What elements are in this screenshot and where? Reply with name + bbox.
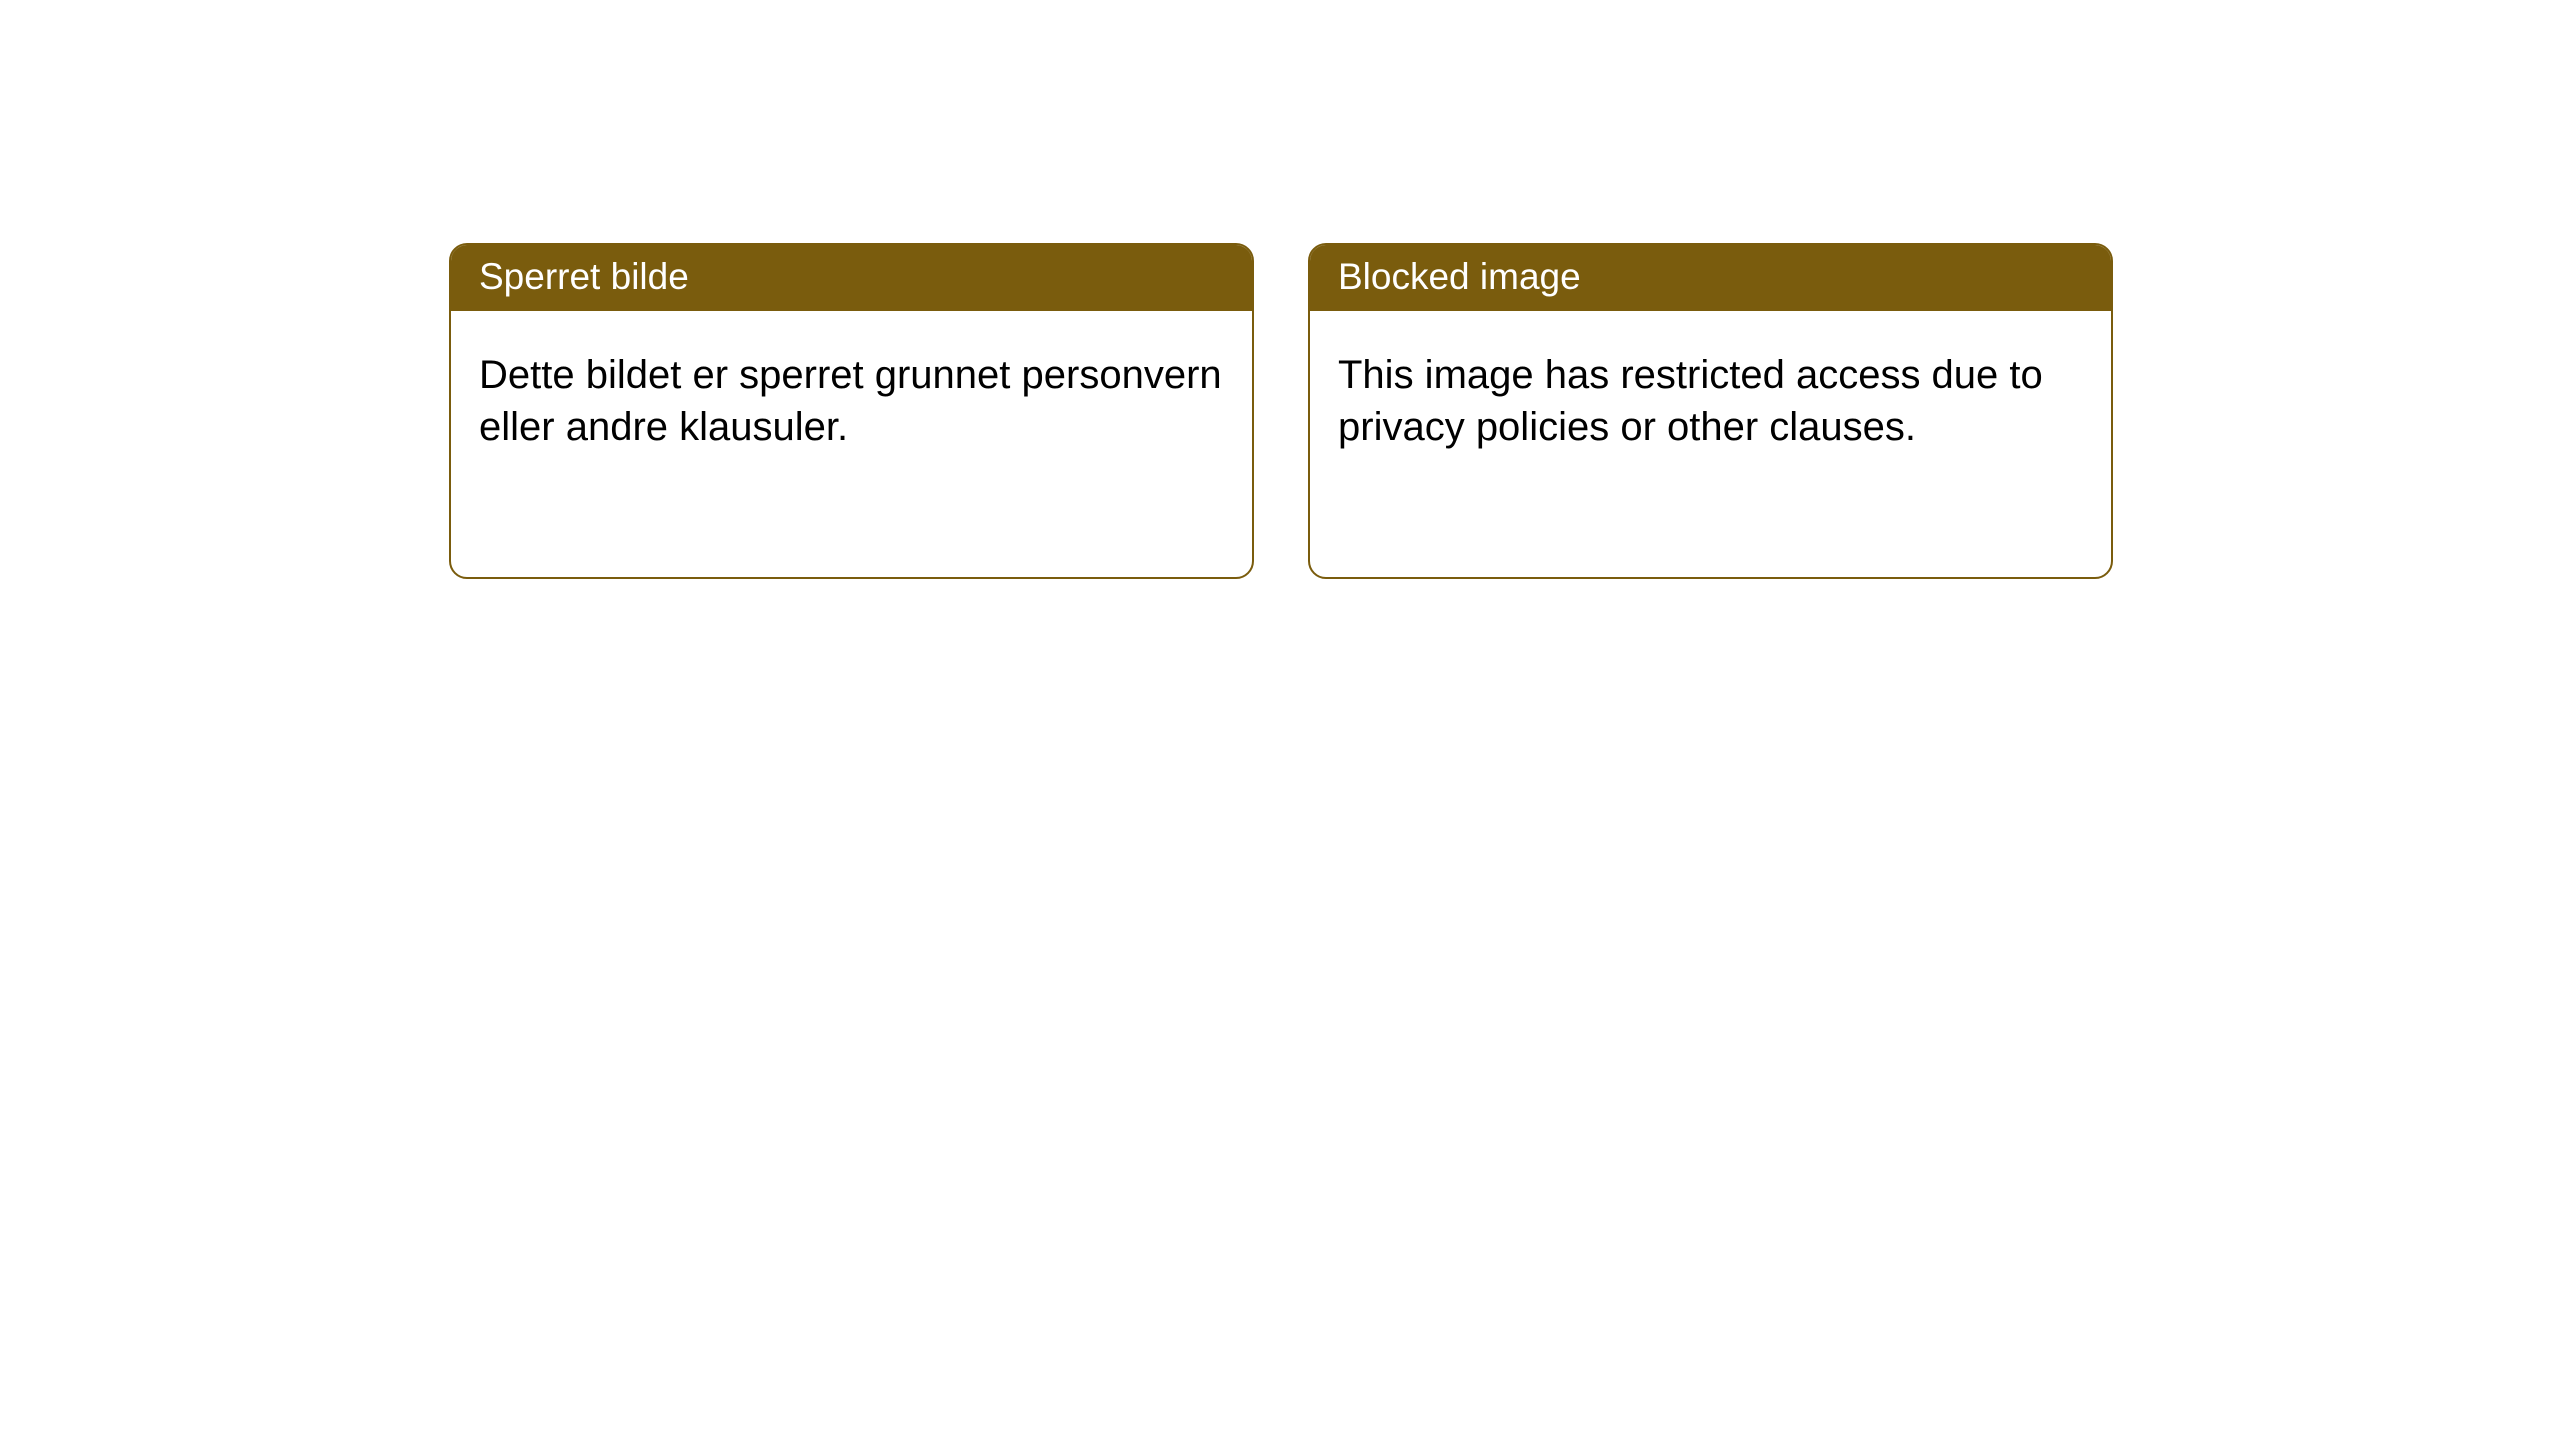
notice-container: Sperret bilde Dette bildet er sperret gr… [0,0,2560,579]
notice-header: Sperret bilde [451,245,1252,311]
notice-title: Blocked image [1338,256,1581,297]
notice-text: Dette bildet er sperret grunnet personve… [479,353,1222,449]
notice-card-english: Blocked image This image has restricted … [1308,243,2113,579]
notice-card-norwegian: Sperret bilde Dette bildet er sperret gr… [449,243,1254,579]
notice-text: This image has restricted access due to … [1338,353,2043,449]
notice-title: Sperret bilde [479,256,689,297]
notice-header: Blocked image [1310,245,2111,311]
notice-body: This image has restricted access due to … [1310,311,2111,481]
notice-body: Dette bildet er sperret grunnet personve… [451,311,1252,481]
